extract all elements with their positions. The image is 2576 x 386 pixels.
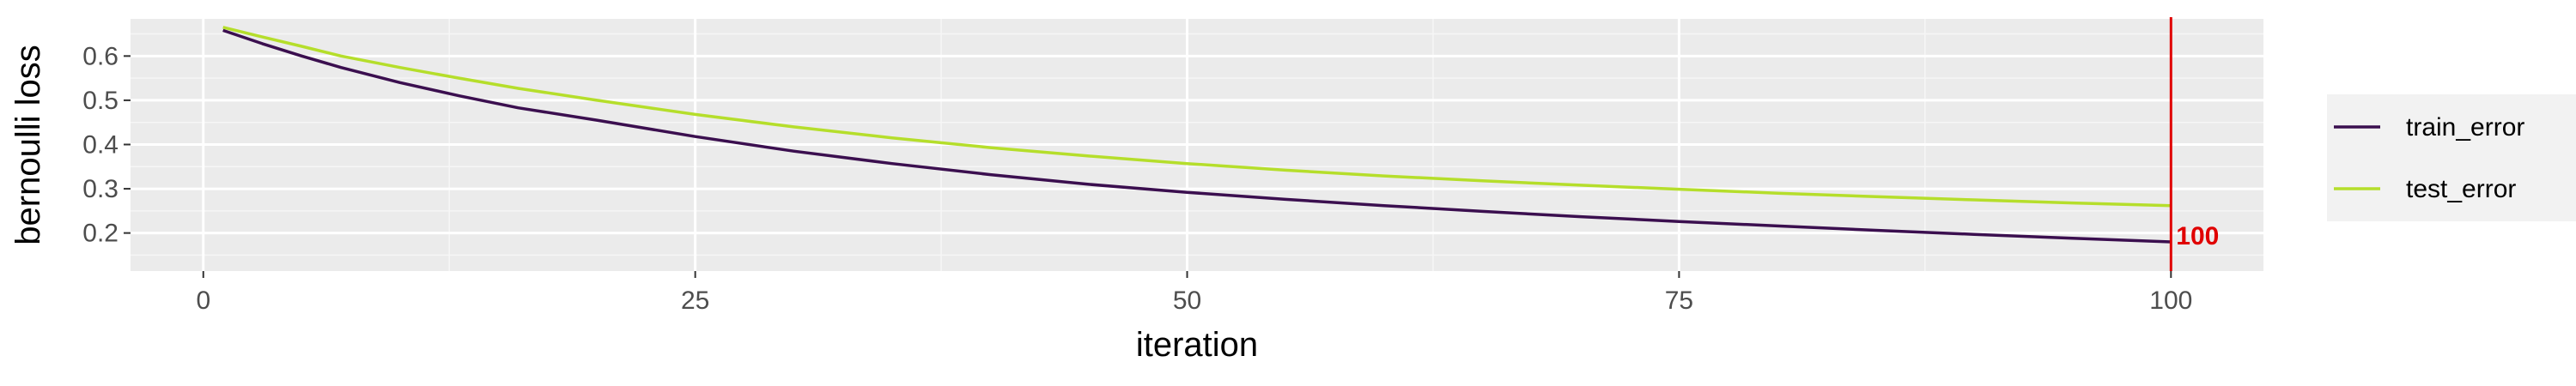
x-tick-label: 25 [681,286,709,315]
y-tick-label: 0.3 [82,175,118,203]
series-line-test-error [222,26,2172,208]
reference-vline-label: 100 [2176,222,2219,250]
legend-label-train-error: train_error [2406,113,2524,142]
series-line-train-error [222,28,2172,244]
y-tick-label: 0.6 [82,42,118,70]
x-tick-label: 0 [196,286,210,315]
y-tick-label: 0.2 [82,220,118,248]
y-tick-label: 0.5 [82,87,118,115]
x-tick-label: 50 [1173,286,1201,315]
x-tick-label: 100 [2149,286,2192,315]
y-tick-label: 0.4 [82,130,118,159]
x-axis-title: iteration [1136,326,1258,364]
y-axis-title: bernoulli loss [9,45,47,244]
legend-label-test-error: test_error [2406,175,2516,203]
x-tick-label: 75 [1665,286,1693,315]
